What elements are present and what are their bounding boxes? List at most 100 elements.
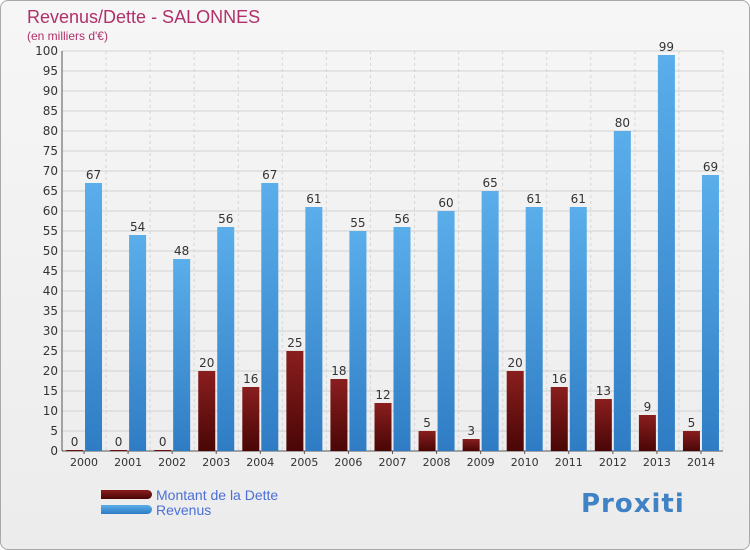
bar-debt-2005 — [286, 351, 304, 451]
label-debt-2007: 12 — [375, 388, 390, 402]
label-debt-2014: 5 — [688, 416, 696, 430]
bar-revenus-2011 — [569, 207, 587, 451]
label-debt-2002: 0 — [159, 435, 167, 449]
bar-revenus-2013 — [657, 55, 675, 451]
bar-debt-2012 — [594, 399, 612, 451]
x-tick-label-2000: 2000 — [70, 456, 98, 469]
x-tick-label-2001: 2001 — [114, 456, 142, 469]
label-revenus-2013: 99 — [659, 40, 674, 54]
legend-item-debt: Montant de la Dette — [101, 486, 279, 503]
bar-revenus-2001 — [129, 235, 147, 451]
legend: Montant de la Dette Revenus — [101, 486, 279, 518]
bar-revenus-2004 — [261, 183, 279, 451]
bar-revenus-2002 — [173, 259, 191, 451]
label-debt-2000: 0 — [71, 435, 79, 449]
x-tick-label-2002: 2002 — [158, 456, 186, 469]
label-debt-2006: 18 — [331, 364, 346, 378]
bar-debt-2008 — [418, 431, 436, 451]
label-revenus-2001: 54 — [130, 220, 145, 234]
bar-revenus-2005 — [305, 207, 323, 451]
bar-revenus-2010 — [525, 207, 543, 451]
x-tick-label-2007: 2007 — [379, 456, 407, 469]
x-tick-label-2006: 2006 — [334, 456, 362, 469]
bar-debt-2002 — [154, 450, 172, 451]
label-debt-2008: 5 — [423, 416, 431, 430]
y-tick-label-25: 25 — [43, 344, 58, 358]
bar-debt-2004 — [242, 387, 260, 451]
bar-debt-2010 — [506, 371, 524, 451]
bar-revenus-2000 — [85, 183, 103, 451]
label-revenus-2005: 61 — [306, 192, 321, 206]
bar-revenus-2007 — [393, 227, 411, 451]
bar-debt-2011 — [550, 387, 568, 451]
chart-title: Revenus/Dette - SALONNES — [27, 7, 261, 27]
label-debt-2011: 16 — [552, 372, 567, 386]
x-tick-label-2010: 2010 — [511, 456, 539, 469]
x-tick-label-2005: 2005 — [290, 456, 318, 469]
legend-item-revenus: Revenus — [101, 501, 278, 518]
label-revenus-2014: 69 — [703, 160, 718, 174]
bar-layer — [66, 55, 719, 451]
label-revenus-2010: 61 — [527, 192, 542, 206]
label-revenus-2012: 80 — [615, 116, 630, 130]
y-tick-label-35: 35 — [43, 304, 58, 318]
x-tick-label-2003: 2003 — [202, 456, 230, 469]
bar-revenus-2003 — [217, 227, 235, 451]
label-layer: 0 67 0 54 0 48 20 56 16 67 25 61 18 55 12 56 5 60 3 65 20 61 1… — [71, 40, 718, 449]
y-tick-label-5: 5 — [50, 424, 58, 438]
label-revenus-2004: 67 — [262, 168, 277, 182]
legend-swatch-debt — [101, 490, 152, 499]
legend-swatch-revenus — [101, 505, 152, 514]
x-tick-label-2009: 2009 — [467, 456, 495, 469]
y-tick-label-95: 95 — [43, 64, 58, 78]
bar-debt-2013 — [638, 415, 656, 451]
legend-label-revenus: Revenus — [156, 501, 212, 518]
y-tick-label-50: 50 — [43, 244, 58, 258]
y-tick-label-45: 45 — [43, 264, 58, 278]
bar-debt-2009 — [462, 439, 480, 451]
y-tick-label-30: 30 — [43, 324, 58, 338]
y-tick-label-85: 85 — [43, 104, 58, 118]
chart-subtitle: (en milliers d'€) — [27, 29, 108, 43]
bar-revenus-2006 — [349, 231, 367, 451]
label-debt-2004: 16 — [243, 372, 258, 386]
bar-debt-2003 — [198, 371, 216, 451]
x-tick-label-2014: 2014 — [687, 456, 715, 469]
y-tick-label-75: 75 — [43, 144, 58, 158]
x-tick-label-2004: 2004 — [246, 456, 274, 469]
legend-label-debt: Montant de la Dette — [156, 486, 279, 503]
label-debt-2010: 20 — [508, 356, 523, 370]
label-debt-2012: 13 — [596, 384, 611, 398]
x-tick-label-2013: 2013 — [643, 456, 671, 469]
y-tick-label-60: 60 — [43, 204, 58, 218]
label-debt-2005: 25 — [287, 336, 302, 350]
y-tick-label-15: 15 — [43, 384, 58, 398]
bar-debt-2000 — [66, 450, 84, 451]
y-tick-label-80: 80 — [43, 124, 58, 138]
logo-text: Proxiti — [581, 489, 685, 519]
label-revenus-2007: 56 — [394, 212, 409, 226]
label-revenus-2000: 67 — [86, 168, 101, 182]
y-tick-label-40: 40 — [43, 284, 58, 298]
bar-debt-2001 — [110, 450, 128, 451]
label-revenus-2002: 48 — [174, 244, 189, 258]
y-tick-label-20: 20 — [43, 364, 58, 378]
x-tick-label-2008: 2008 — [423, 456, 451, 469]
label-revenus-2009: 65 — [482, 176, 497, 190]
label-debt-2009: 3 — [467, 424, 475, 438]
axis-layer: 0510152025303540455055606570758085909510… — [35, 44, 723, 469]
y-tick-label-0: 0 — [50, 444, 58, 458]
y-tick-label-90: 90 — [43, 84, 58, 98]
bar-debt-2014 — [682, 431, 700, 451]
bar-revenus-2014 — [701, 175, 719, 451]
bar-revenus-2012 — [613, 131, 631, 451]
label-debt-2003: 20 — [199, 356, 214, 370]
label-revenus-2003: 56 — [218, 212, 233, 226]
label-debt-2001: 0 — [115, 435, 123, 449]
y-tick-label-100: 100 — [35, 44, 58, 58]
bar-debt-2007 — [374, 403, 392, 451]
x-tick-label-2012: 2012 — [599, 456, 627, 469]
y-tick-label-70: 70 — [43, 164, 58, 178]
y-tick-label-65: 65 — [43, 184, 58, 198]
